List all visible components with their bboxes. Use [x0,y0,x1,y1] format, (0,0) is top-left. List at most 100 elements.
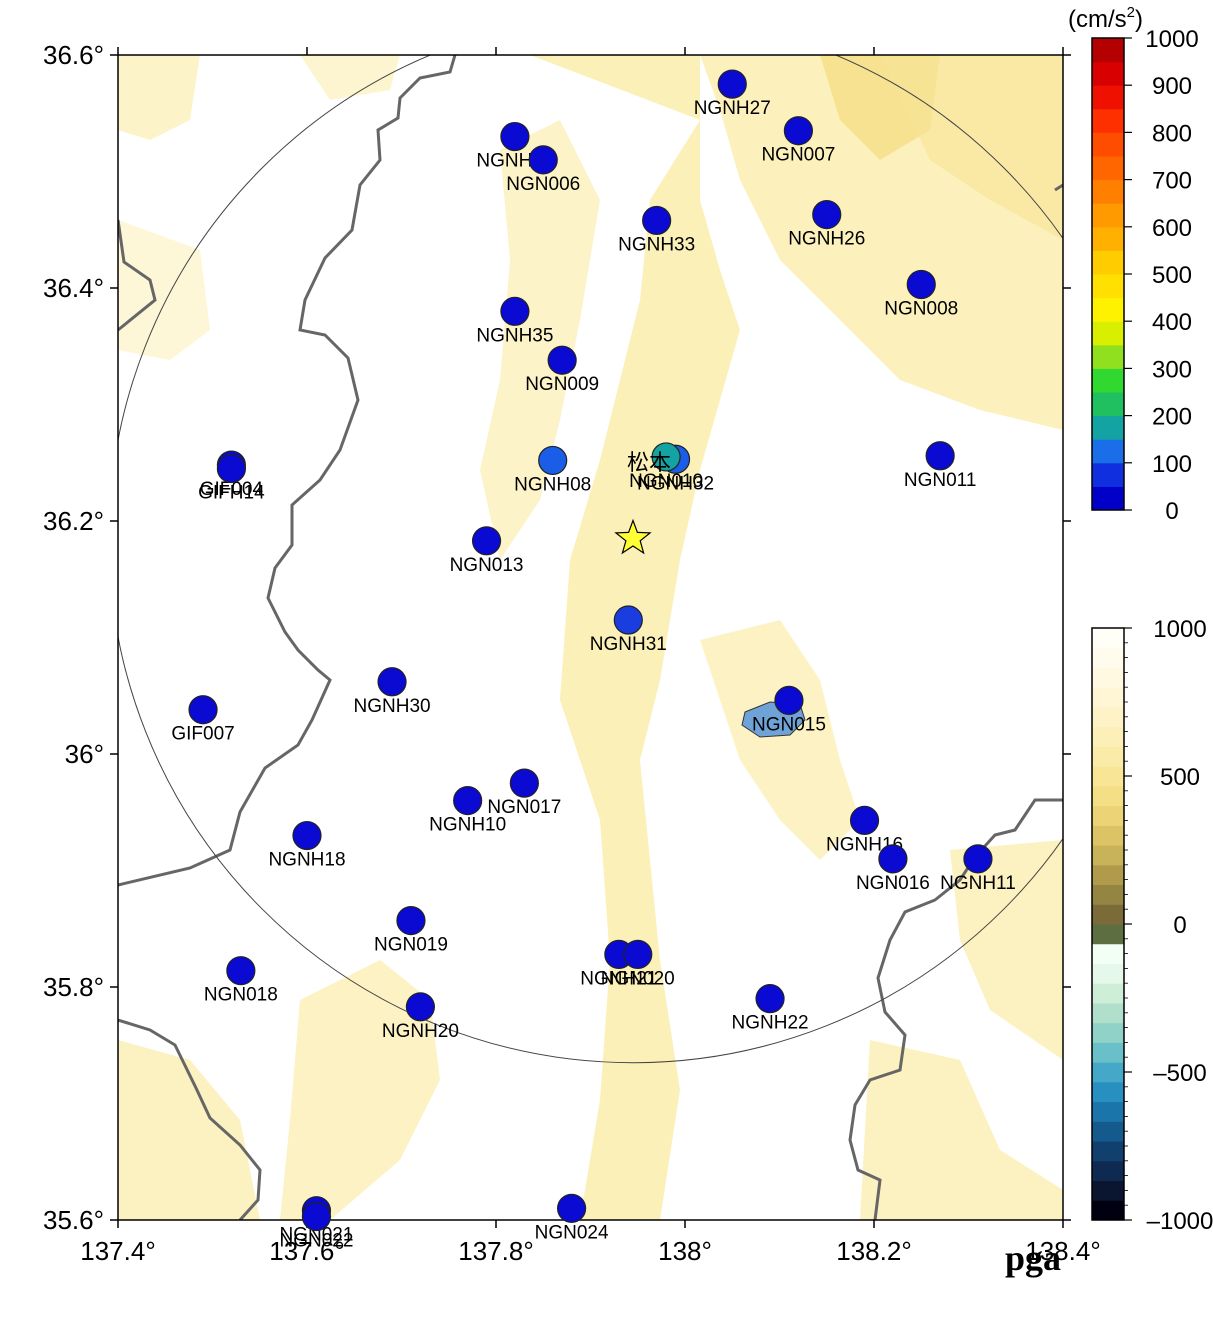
station-marker[interactable]: NGNH08 [514,445,591,495]
pga-colorbar-bin [1092,156,1124,181]
station-marker[interactable]: NGNH22 [732,984,809,1034]
lat-tick-label: 36.4° [43,273,104,303]
station-marker[interactable]: NGN010 [629,442,703,492]
station-dot [717,69,747,99]
lon-tick-label: 138.4° [1025,1236,1100,1266]
pga-colorbar-label: 800 [1152,120,1192,147]
station-dot [377,667,407,697]
pga-colorbar-bin [1092,392,1124,417]
station-label: NGNH18 [268,850,345,871]
lon-tick-label: 137.6° [269,1236,344,1266]
station-label: NGNH11 [940,873,1016,894]
station-label: NGN013 [450,555,524,576]
station-marker[interactable]: NGN020 [601,939,675,989]
station-label: NGN024 [535,1222,609,1243]
station-label: GIF007 [171,724,234,745]
station-dot [528,145,558,175]
station-marker[interactable]: NGN024 [535,1193,609,1243]
station-marker[interactable]: NGNH31 [590,605,667,655]
station-marker[interactable]: NGN011 [904,441,977,491]
pga-colorbar-label: 500 [1152,262,1192,289]
topo-colorbar-bin [1092,1022,1124,1043]
station-marker[interactable]: NGN013 [450,526,524,576]
prefecture-borders [118,55,1063,1220]
station-marker[interactable]: NGNH20 [382,992,459,1042]
station-marker[interactable]: NGN019 [374,905,448,956]
station-label: NGNH27 [694,98,771,119]
topo-colorbar-bin [1092,825,1124,846]
pga-colorbar-bin [1092,132,1124,157]
topo-colorbar-bin [1092,647,1124,668]
station-marker[interactable]: NGNH27 [694,69,771,119]
topo-colorbar-bin [1092,1081,1124,1103]
station-dot [226,956,256,986]
station-dot [642,205,672,236]
station-dot [755,984,785,1014]
station-marker[interactable]: NGN009 [525,345,599,395]
station-label: NGN006 [506,174,580,195]
pga-colorbar-bin [1092,297,1124,322]
station-marker[interactable]: GIFH14 [198,453,265,504]
station-label: NGN009 [525,374,599,395]
station-marker[interactable]: NGNH11 [940,844,1016,894]
station-marker[interactable]: NGNH18 [268,820,346,871]
station-marker[interactable]: NGN015 [752,685,826,735]
star-icon [614,518,652,555]
pga-colorbar-label: 400 [1152,309,1192,336]
topo-colorbar-bin [1092,1200,1124,1221]
pga-colorbar-bin [1092,415,1124,440]
station-dot [500,121,530,152]
topography-colorbar: 1000 500 0 –500 –1000 [1091,616,1213,1235]
station-label: NGNH33 [618,234,695,255]
pga-colorbar-unit: (cm/s2) [1068,4,1143,33]
station-marker[interactable]: NGN008 [884,269,958,320]
station-marker[interactable]: NGNH30 [354,667,431,717]
station-marker[interactable]: NGNH26 [788,200,865,250]
station-label: NGNH32 [637,473,714,494]
topo-colorbar-bin [1092,1002,1124,1024]
station-dot [812,200,842,230]
pga-colorbar-bin [1092,486,1124,511]
topo-colorbar-bin [1092,1121,1124,1142]
station-marker[interactable]: NGN017 [487,768,561,818]
station-dot [405,992,435,1022]
topo-colorbar-bin [1092,963,1124,984]
lon-tick-label: 137.4° [80,1236,155,1266]
station-dot [538,445,568,476]
pga-colorbar-bin [1092,344,1124,369]
topo-colorbar-label: –500 [1153,1060,1206,1087]
station-dot [925,441,955,471]
station-label: NGN011 [904,470,977,491]
station-marker[interactable]: NGNH33 [618,205,695,255]
station-marker[interactable]: NGNH10 [429,785,506,836]
map-axes: 137.4° 137.6° 137.8° 138° 138.2° 138.4° 36.6° 3… [43,40,1101,1266]
station-marker[interactable]: NGN006 [506,145,580,195]
station-label: NGNH21 [580,968,657,989]
station-marker[interactable]: NGN007 [761,116,835,166]
pga-colorbar-bin [1092,85,1124,110]
station-dot [547,345,577,375]
station-label: NGN008 [884,299,958,320]
topo-colorbar-label: 500 [1160,764,1200,791]
topo-colorbar-label: 1000 [1153,616,1206,643]
station-marker[interactable]: GIF007 [171,695,235,745]
station-dot [783,116,814,146]
station-dot [216,453,246,484]
topography-layer [118,55,1063,1220]
station-marker[interactable]: NGNH35 [476,296,553,346]
station-dot [471,526,502,556]
station-marker[interactable]: NGN022 [279,1201,353,1252]
topo-colorbar-bin [1092,766,1124,787]
station-marker[interactable]: NGN018 [204,956,278,1006]
station-label: NGNH26 [788,229,865,250]
station-marker[interactable]: NGN016 [856,844,930,894]
pga-colorbar-bin [1092,61,1124,86]
station-label: GIF004 [200,479,264,500]
station-dot [292,820,322,851]
station-dot [500,296,530,326]
pga-colorbar-bin [1092,274,1124,299]
pga-colorbar-bin [1092,250,1124,275]
figure-title: pga [1005,1238,1061,1278]
pga-colorbar-label: 300 [1152,356,1192,383]
